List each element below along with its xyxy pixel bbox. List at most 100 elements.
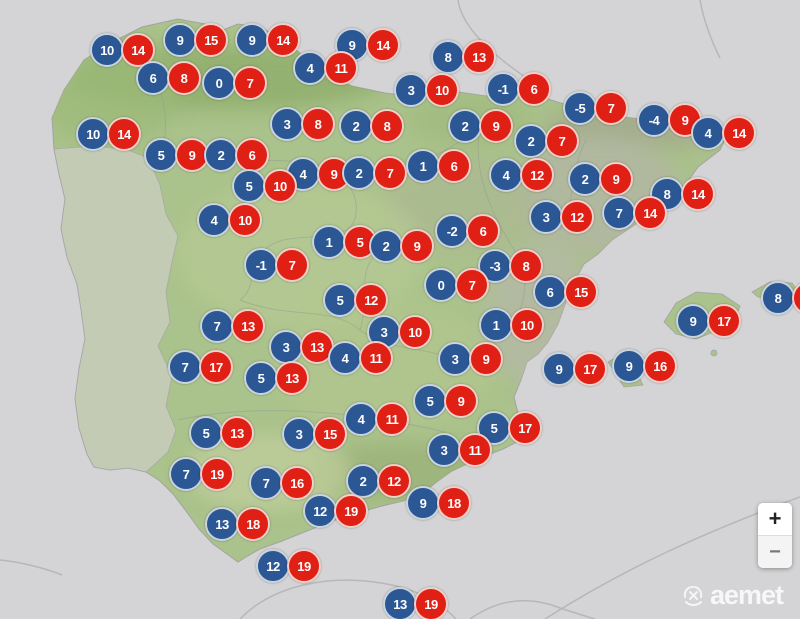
temp-pair: -5 7 bbox=[563, 91, 628, 125]
max-temp-marker: 16 bbox=[643, 349, 677, 383]
min-temp-marker: 10 bbox=[76, 117, 110, 151]
zoom-in-button[interactable]: + bbox=[758, 503, 792, 535]
min-temp-marker: 9 bbox=[612, 349, 646, 383]
max-temp-marker: 17 bbox=[508, 411, 542, 445]
temp-pair: 5 12 bbox=[323, 283, 388, 317]
temp-pair: 4 12 bbox=[489, 158, 554, 192]
max-temp-marker: 9 bbox=[479, 109, 513, 143]
max-temp-marker: 15 bbox=[564, 275, 598, 309]
min-temp-marker: 7 bbox=[168, 350, 202, 384]
temp-pair: 2 7 bbox=[342, 156, 407, 190]
map-zoom-control: + − bbox=[758, 503, 792, 568]
min-temp-marker: 4 bbox=[489, 158, 523, 192]
min-temp-marker: 2 bbox=[204, 138, 238, 172]
max-temp-marker: 12 bbox=[520, 158, 554, 192]
min-temp-marker: 7 bbox=[602, 196, 636, 230]
temp-pair: 9 15 bbox=[163, 23, 228, 57]
min-temp-marker: 2 bbox=[342, 156, 376, 190]
aemet-logo-text: aemet bbox=[710, 580, 784, 610]
min-temp-marker: 9 bbox=[542, 352, 576, 386]
min-temp-marker: 2 bbox=[369, 229, 403, 263]
max-temp-marker: 6 bbox=[437, 149, 471, 183]
temp-pair: 9 17 bbox=[676, 304, 741, 338]
max-temp-marker: 19 bbox=[414, 587, 448, 619]
max-temp-marker: 18 bbox=[236, 507, 270, 541]
max-temp-marker: 19 bbox=[334, 494, 368, 528]
max-temp-marker: 14 bbox=[266, 23, 300, 57]
temp-pair: 4 14 bbox=[691, 116, 756, 150]
max-temp-marker: 9 bbox=[469, 342, 503, 376]
min-temp-marker: -4 bbox=[637, 103, 671, 137]
temp-pair: -4 9 bbox=[637, 103, 702, 137]
min-temp-marker: 9 bbox=[676, 304, 710, 338]
temp-pair: 5 13 bbox=[244, 361, 309, 395]
temp-pair: 2 9 bbox=[568, 162, 633, 196]
temp-pair: 5 13 bbox=[189, 416, 254, 450]
max-temp-marker: 14 bbox=[633, 196, 667, 230]
temp-pair: 7 13 bbox=[200, 309, 265, 343]
temp-pair: 3 11 bbox=[427, 433, 492, 467]
temp-pair: 5 10 bbox=[232, 169, 297, 203]
max-temp-marker: 9 bbox=[317, 157, 351, 191]
temp-pair: 4 10 bbox=[197, 203, 262, 237]
max-temp-marker: 10 bbox=[398, 315, 432, 349]
max-temp-marker: 12 bbox=[560, 200, 594, 234]
temp-pair: 2 9 bbox=[369, 229, 434, 263]
temp-pair: 8 13 bbox=[431, 40, 496, 74]
min-temp-marker: -5 bbox=[563, 91, 597, 125]
max-temp-marker: 8 bbox=[167, 61, 201, 95]
temp-pair: -1 7 bbox=[244, 248, 309, 282]
aemet-logo-icon bbox=[683, 585, 703, 606]
max-temp-marker: 11 bbox=[359, 341, 393, 375]
temp-pair: 3 13 bbox=[269, 330, 334, 364]
min-temp-marker: 1 bbox=[406, 149, 440, 183]
min-temp-marker: 4 bbox=[293, 51, 327, 85]
temp-pair: 2 8 bbox=[339, 109, 404, 143]
min-temp-marker: 1 bbox=[312, 225, 346, 259]
max-temp-marker: 14 bbox=[681, 177, 715, 211]
min-temp-marker: 1 bbox=[479, 308, 513, 342]
max-temp-marker: 7 bbox=[545, 124, 579, 158]
max-temp-marker: 8 bbox=[370, 109, 404, 143]
min-temp-marker: 5 bbox=[323, 283, 357, 317]
min-temp-marker: 6 bbox=[136, 61, 170, 95]
max-temp-marker: 9 bbox=[444, 384, 478, 418]
max-temp-marker: 14 bbox=[722, 116, 756, 150]
temp-pair: 3 10 bbox=[394, 73, 459, 107]
temp-pair: 6 15 bbox=[533, 275, 598, 309]
min-temp-marker: 8 bbox=[431, 40, 465, 74]
min-temp-marker: 7 bbox=[169, 457, 203, 491]
zoom-out-button[interactable]: − bbox=[758, 535, 792, 568]
temp-pair: 13 18 bbox=[205, 507, 270, 541]
aemet-watermark: aemet bbox=[680, 580, 784, 611]
temp-pair: -3 8 bbox=[478, 249, 543, 283]
max-temp-marker: 17 bbox=[707, 304, 741, 338]
min-temp-marker: 8 bbox=[761, 281, 795, 315]
temp-pair: 4 11 bbox=[293, 51, 358, 85]
min-temp-marker: 4 bbox=[344, 402, 378, 436]
min-temp-marker: 5 bbox=[413, 384, 447, 418]
temp-pair: 10 14 bbox=[90, 33, 155, 67]
max-temp-marker: 12 bbox=[377, 464, 411, 498]
temp-pair: 3 12 bbox=[529, 200, 594, 234]
max-temp-marker: 17 bbox=[573, 352, 607, 386]
max-temp-marker: 9 bbox=[400, 229, 434, 263]
max-temp-marker: 15 bbox=[194, 23, 228, 57]
max-temp-marker: 6 bbox=[466, 214, 500, 248]
max-temp-marker: 10 bbox=[510, 308, 544, 342]
temp-pair: 6 8 bbox=[136, 61, 201, 95]
max-temp-marker: 9 bbox=[175, 138, 209, 172]
min-temp-marker: 5 bbox=[232, 169, 266, 203]
min-temp-marker: 2 bbox=[339, 109, 373, 143]
temp-pair: 5 9 bbox=[144, 138, 209, 172]
min-temp-marker: 4 bbox=[197, 203, 231, 237]
temp-pair: 2 6 bbox=[204, 138, 269, 172]
temp-pair: 4 11 bbox=[344, 402, 409, 436]
max-temp-marker: 18 bbox=[437, 486, 471, 520]
max-temp-marker: 10 bbox=[425, 73, 459, 107]
min-temp-marker: 0 bbox=[424, 268, 458, 302]
max-temp-marker: 14 bbox=[107, 117, 141, 151]
temp-pair: 12 19 bbox=[256, 549, 321, 583]
min-temp-marker: -2 bbox=[435, 214, 469, 248]
